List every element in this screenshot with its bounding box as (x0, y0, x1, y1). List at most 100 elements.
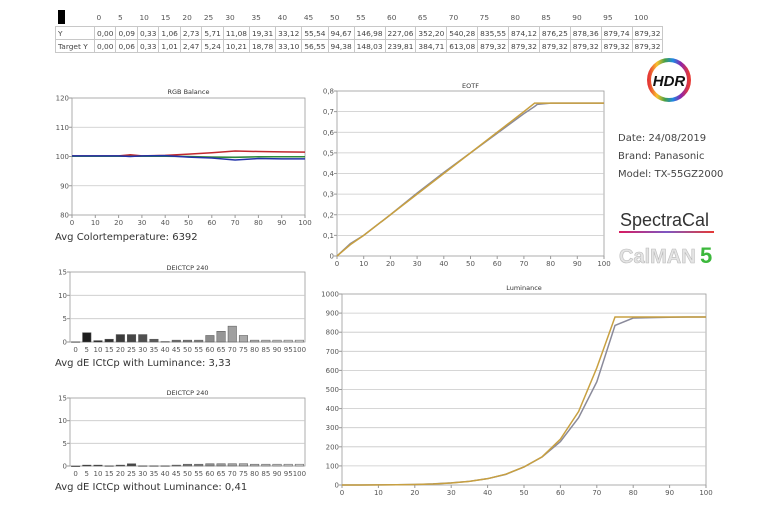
bar-20 (115, 334, 125, 343)
table-cell: 879,32 (569, 39, 602, 53)
eotf-chart: EOTF 0 0,1 0,2 0,3 0,4 0,5 0,6 0,7 0,8 0 10 20 30 40 50… (323, 82, 611, 268)
x-tick-label: 100 (699, 489, 712, 497)
bar-50 (182, 339, 193, 343)
x-tick-label: 30 (137, 219, 146, 227)
bar-25 (127, 463, 137, 467)
x-tick-label: 95 (284, 470, 293, 478)
table-cell: 879,32 (600, 39, 633, 53)
x-tick-label: 80 (250, 346, 259, 354)
x-tick-label: 20 (116, 470, 125, 478)
x-tick-label: 35 (149, 346, 158, 354)
x-tick-label: 80 (629, 489, 638, 497)
spectracal-text: SpectraCal (620, 210, 709, 230)
bar-85 (261, 339, 271, 343)
plot-area (69, 397, 306, 467)
series-target-y-line (341, 316, 706, 486)
y-tick-label: 300 (326, 424, 339, 432)
x-tick-label: 0 (73, 470, 77, 478)
x-tick-label: 70 (228, 470, 237, 478)
x-tick-label: 90 (665, 489, 674, 497)
chart-title: DEICTCP 240 (166, 389, 208, 397)
y-tick-label: 120 (56, 95, 69, 103)
x-tick-label: 10 (374, 489, 383, 497)
y-tick-label: 0,2 (323, 211, 334, 219)
bar-10 (93, 464, 103, 467)
x-tick-label: 10 (91, 219, 100, 227)
avg-de-without-luminance: Avg dE ICtCp without Luminance: 0,41 (55, 482, 248, 493)
bar-80 (250, 339, 260, 343)
table-cell: 0,33 (136, 39, 160, 53)
y-tick-label: 900 (326, 310, 339, 318)
x-tick-label: 40 (161, 470, 170, 478)
plot-area (69, 271, 306, 343)
bar-70 (227, 463, 237, 467)
x-tick-label: 30 (138, 346, 147, 354)
y-tick-label: 400 (326, 405, 339, 413)
x-tick-label: 80 (254, 219, 263, 227)
x-tick-label: 50 (183, 346, 192, 354)
measurement-table: 0 5 10 15 20 25 30 35 40 45 50 55 60 65 70 75 80 85 90 95 10… (55, 8, 664, 53)
bar-5 (82, 464, 92, 467)
table-cell: 879,32 (477, 39, 510, 53)
x-tick-label: 95 (284, 346, 293, 354)
x-tick-label: 45 (172, 470, 181, 478)
x-tick-label: 85 (261, 470, 270, 478)
bar-85 (261, 463, 271, 467)
x-tick-label: 90 (273, 470, 282, 478)
bar-25 (127, 334, 137, 343)
series-blue-line (72, 154, 305, 161)
bar-10 (93, 340, 103, 343)
bar-40 (160, 465, 170, 467)
x-tick-label: 90 (277, 219, 286, 227)
row-label: Target Y (55, 39, 95, 53)
y-tick-label: 0,1 (323, 232, 334, 240)
bar-95 (283, 339, 293, 343)
x-tick-label: 0 (73, 346, 77, 354)
x-tick-label: 20 (114, 219, 123, 227)
hdr-logo-text: HDR (653, 73, 686, 90)
hdr-logo: HDR (647, 58, 691, 102)
x-tick-label: 15 (105, 346, 114, 354)
x-tick-label: 0 (70, 219, 74, 227)
bar-90 (272, 339, 282, 343)
x-tick-label: 90 (273, 346, 282, 354)
bar-100 (294, 463, 304, 467)
y-tick-label: 10 (58, 417, 67, 425)
y-tick-label: 80 (60, 212, 69, 220)
bar-70 (227, 325, 237, 343)
x-tick-label: 20 (386, 260, 395, 268)
table-cell: 18,78 (248, 39, 277, 53)
y-tick-label: 15 (58, 395, 67, 403)
x-tick-label: 70 (228, 346, 237, 354)
x-tick-label: 100 (597, 260, 610, 268)
y-tick-label: 800 (326, 329, 339, 337)
avg-colortemperature: Avg Colortemperature: 6392 (55, 232, 198, 243)
bar-45 (171, 464, 181, 467)
y-tick-label: 600 (326, 367, 339, 375)
y-tick-label: 110 (56, 124, 69, 132)
bar-5 (82, 332, 92, 343)
bar-30 (138, 465, 148, 467)
x-tick-label: 40 (161, 346, 170, 354)
table-row-y: Y 0,00 0,09 0,33 1,06 2,73 5,71 11,08 19,31 33,1… (55, 26, 664, 40)
x-tick-label: 65 (217, 470, 226, 478)
x-tick-label: 0 (340, 489, 344, 497)
y-tick-label: 500 (326, 386, 339, 394)
y-tick-label: 5 (63, 315, 67, 323)
x-tick-label: 70 (231, 219, 240, 227)
x-tick-label: 10 (359, 260, 368, 268)
x-tick-label: 25 (127, 346, 136, 354)
black-swatch (57, 10, 65, 24)
x-tick-label: 90 (573, 260, 582, 268)
bar-35 (149, 465, 159, 467)
x-tick-label: 0 (335, 260, 339, 268)
calman-version: 5 (700, 243, 712, 268)
table-cell: 94,38 (327, 39, 355, 53)
y-tick-label: 90 (60, 182, 69, 190)
y-tick-label: 200 (326, 443, 339, 451)
bar-100 (294, 339, 304, 343)
x-tick-label: 70 (519, 260, 528, 268)
x-tick-label: 20 (410, 489, 419, 497)
x-tick-label: 60 (205, 470, 214, 478)
